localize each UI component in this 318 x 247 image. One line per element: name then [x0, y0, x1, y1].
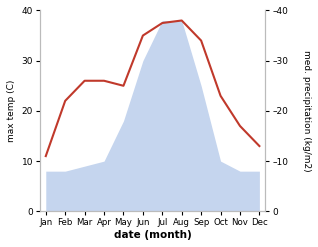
Y-axis label: med. precipitation (kg/m2): med. precipitation (kg/m2) — [302, 50, 311, 172]
X-axis label: date (month): date (month) — [114, 230, 191, 240]
Y-axis label: max temp (C): max temp (C) — [7, 80, 16, 142]
